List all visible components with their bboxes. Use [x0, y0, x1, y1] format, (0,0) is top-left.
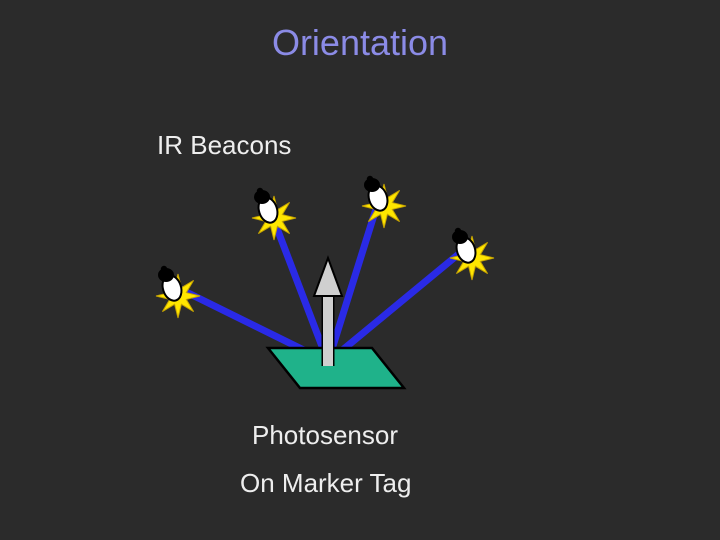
label-photosensor: Photosensor: [252, 420, 398, 451]
page-title: Orientation: [0, 22, 720, 64]
sensor-pad: [268, 348, 404, 388]
label-ir-beacons: IR Beacons: [157, 130, 291, 161]
bulb-knob-icon: [367, 176, 373, 182]
bulb-knob-icon: [257, 188, 263, 194]
bulb-knob-icon: [455, 228, 461, 234]
bulb-2: [362, 176, 406, 228]
sensor-arrow-head: [314, 258, 342, 296]
diagram-svg: [0, 0, 720, 540]
sensor-group: [268, 258, 404, 388]
bulb-1: [252, 188, 296, 240]
bulb-knob-icon: [161, 266, 167, 272]
diagram-stage: Orientation IR Beacons Photosensor On Ma…: [0, 0, 720, 540]
label-marker-tag: On Marker Tag: [240, 468, 411, 499]
